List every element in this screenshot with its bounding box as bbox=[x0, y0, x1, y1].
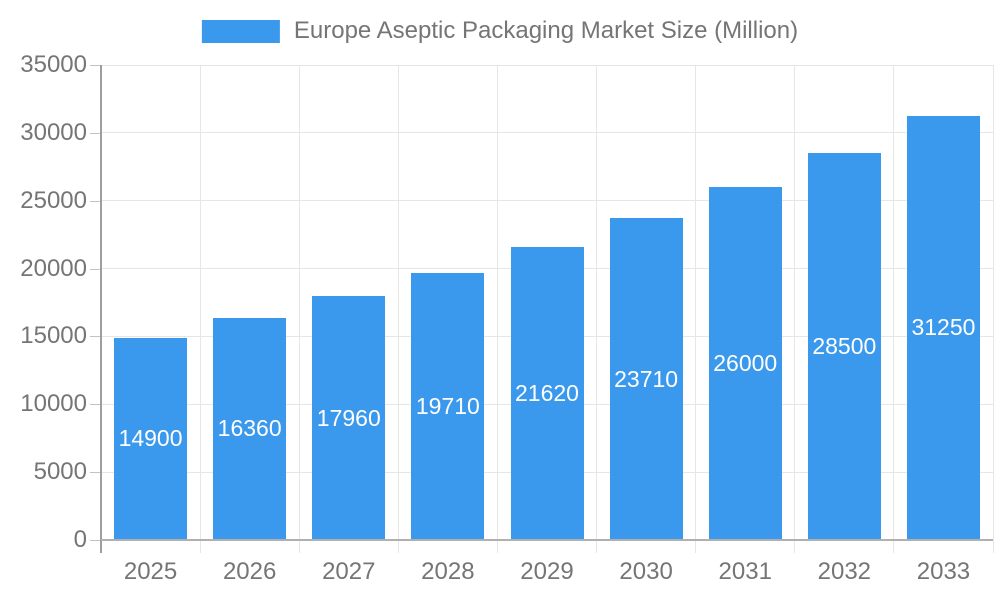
x-tick-mark bbox=[596, 540, 598, 553]
y-tick-mark bbox=[90, 336, 101, 338]
y-tick-mark bbox=[90, 132, 101, 134]
x-tick-mark bbox=[695, 540, 697, 553]
y-tick-label: 15000 bbox=[20, 322, 87, 350]
y-tick-mark bbox=[90, 65, 101, 66]
x-tick-mark bbox=[397, 540, 399, 553]
x-gridline bbox=[893, 65, 895, 540]
bar-2025: 14900 bbox=[114, 337, 188, 540]
x-gridline bbox=[992, 65, 994, 540]
y-tick-label: 30000 bbox=[20, 118, 87, 146]
x-tick-label: 2029 bbox=[520, 558, 574, 585]
bar-value-label: 23710 bbox=[614, 365, 679, 392]
y-tick-label: 25000 bbox=[20, 186, 87, 214]
legend-item[interactable]: Europe Aseptic Packaging Market Size (Mi… bbox=[201, 17, 799, 45]
y-gridline bbox=[101, 64, 993, 66]
plot-area: 14900 16360 17960 19710 21620 23710 26000 28500… bbox=[101, 64, 994, 540]
x-tick-mark bbox=[199, 540, 201, 553]
x-gridline bbox=[794, 65, 796, 540]
x-tick-mark bbox=[893, 540, 895, 553]
x-gridline bbox=[397, 65, 399, 540]
y-gridline bbox=[101, 132, 993, 134]
x-tick-label: 2031 bbox=[718, 558, 772, 585]
bar-value-label: 16360 bbox=[217, 415, 282, 442]
legend-label: Europe Aseptic Packaging Market Size (Mi… bbox=[293, 17, 799, 44]
x-tick-label: 2026 bbox=[222, 558, 277, 585]
x-tick-mark bbox=[496, 540, 498, 553]
y-tick-label: 10000 bbox=[20, 390, 87, 418]
bar-2028: 19710 bbox=[411, 272, 485, 540]
bar-2027: 17960 bbox=[312, 296, 386, 540]
x-tick-label: 2028 bbox=[421, 558, 475, 585]
bar-value-label: 14900 bbox=[118, 425, 183, 452]
y-tick-label: 35000 bbox=[20, 51, 87, 78]
x-tick-mark bbox=[298, 540, 300, 553]
x-tick-mark bbox=[794, 540, 796, 553]
legend-swatch bbox=[201, 19, 280, 43]
x-gridline bbox=[596, 65, 598, 540]
bar-value-label: 26000 bbox=[713, 350, 778, 377]
x-axis-line bbox=[101, 539, 993, 541]
bar-value-label: 31250 bbox=[911, 314, 976, 341]
x-tick-label: 2030 bbox=[619, 558, 673, 585]
bar-2026: 16360 bbox=[213, 317, 287, 540]
bar-2033: 31250 bbox=[906, 115, 980, 540]
x-gridline bbox=[298, 65, 300, 540]
y-tick-mark bbox=[90, 404, 101, 406]
x-tick-mark bbox=[992, 540, 994, 553]
bar-value-label: 19710 bbox=[415, 392, 480, 419]
x-tick-label: 2025 bbox=[123, 558, 178, 585]
y-tick-label: 0 bbox=[73, 526, 87, 553]
y-axis-line bbox=[100, 65, 102, 553]
y-tick-mark bbox=[90, 268, 101, 270]
x-gridline bbox=[199, 65, 201, 540]
bar-2031: 26000 bbox=[708, 187, 782, 540]
bar-2029: 21620 bbox=[510, 246, 584, 540]
y-tick-mark bbox=[90, 472, 101, 474]
bar-value-label: 21620 bbox=[515, 379, 579, 406]
bar-2032: 28500 bbox=[807, 153, 881, 540]
bar-value-label: 28500 bbox=[812, 333, 877, 360]
bar-value-label: 17960 bbox=[316, 404, 381, 431]
bar-2030: 23710 bbox=[609, 218, 683, 540]
x-gridline bbox=[496, 65, 498, 540]
y-tick-mark bbox=[90, 540, 101, 541]
x-tick-label: 2027 bbox=[322, 558, 376, 585]
y-tick-label: 5000 bbox=[33, 458, 87, 486]
x-tick-label: 2032 bbox=[817, 558, 872, 585]
x-gridline bbox=[695, 65, 697, 540]
y-gridline bbox=[101, 200, 993, 202]
y-tick-mark bbox=[90, 200, 101, 202]
x-tick-label: 2033 bbox=[916, 558, 971, 585]
y-tick-label: 20000 bbox=[20, 254, 87, 282]
